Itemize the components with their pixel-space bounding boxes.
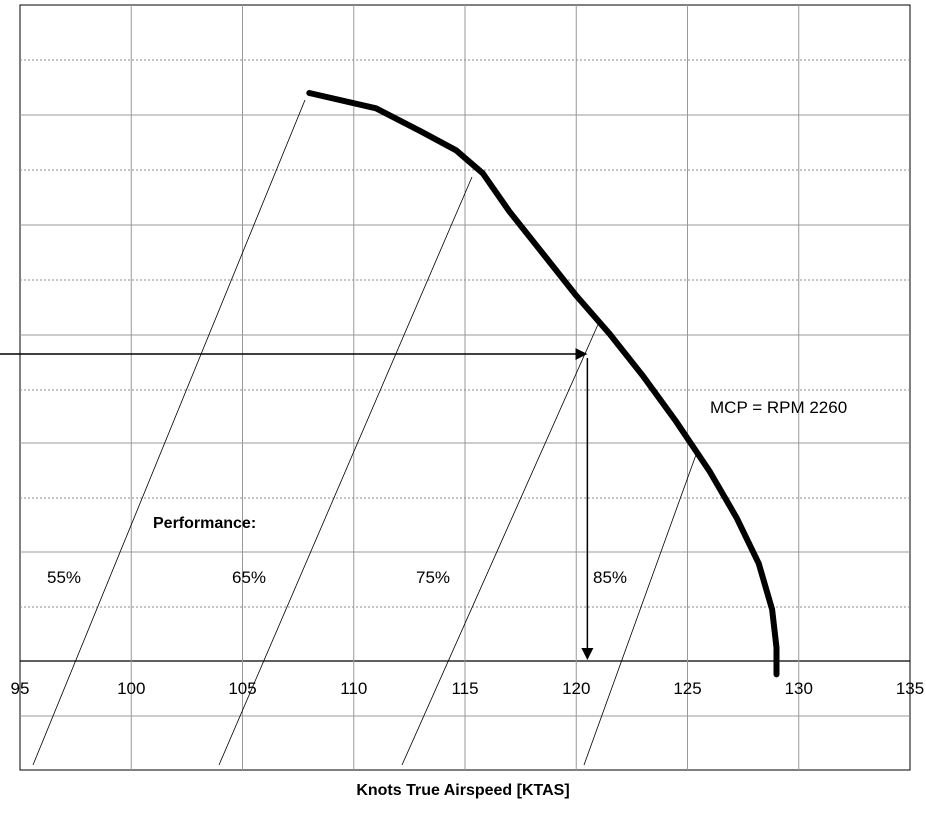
x-tick-label: 105 (228, 679, 256, 698)
chart-annotations: Performance: MCP = RPM 2260 55% 65% 75% … (47, 398, 847, 587)
performance-line-75 (401, 319, 601, 766)
x-tick-labels: 95 100 105 110 115 120 125 130 135 (11, 679, 925, 698)
performance-line-label-65: 65% (232, 568, 266, 587)
performance-line-65 (218, 176, 473, 766)
performance-label: Performance: (153, 515, 256, 532)
x-axis-label: Knots True Airspeed [KTAS] (356, 782, 570, 799)
x-tick-label: 110 (340, 679, 367, 698)
performance-lines (32, 99, 698, 766)
mcp-curve (306, 90, 780, 678)
mcp-curve-group (306, 90, 780, 678)
performance-line-label-55: 55% (47, 568, 81, 587)
performance-line-55 (32, 99, 306, 766)
x-tick-label: 125 (673, 679, 701, 698)
x-tick-label: 120 (562, 679, 590, 698)
x-tick-label: 95 (11, 679, 30, 698)
x-tick-label: 100 (117, 679, 145, 698)
x-tick-label: 115 (451, 679, 478, 698)
performance-line-label-85: 85% (593, 568, 627, 587)
example-arrows (0, 348, 594, 660)
x-tick-label: 135 (896, 679, 924, 698)
chart-grid (19, 4, 911, 771)
performance-line-label-75: 75% (416, 568, 450, 587)
x-tick-label: 130 (785, 679, 813, 698)
mcp-label: MCP = RPM 2260 (710, 398, 847, 417)
performance-line-85 (583, 451, 698, 766)
